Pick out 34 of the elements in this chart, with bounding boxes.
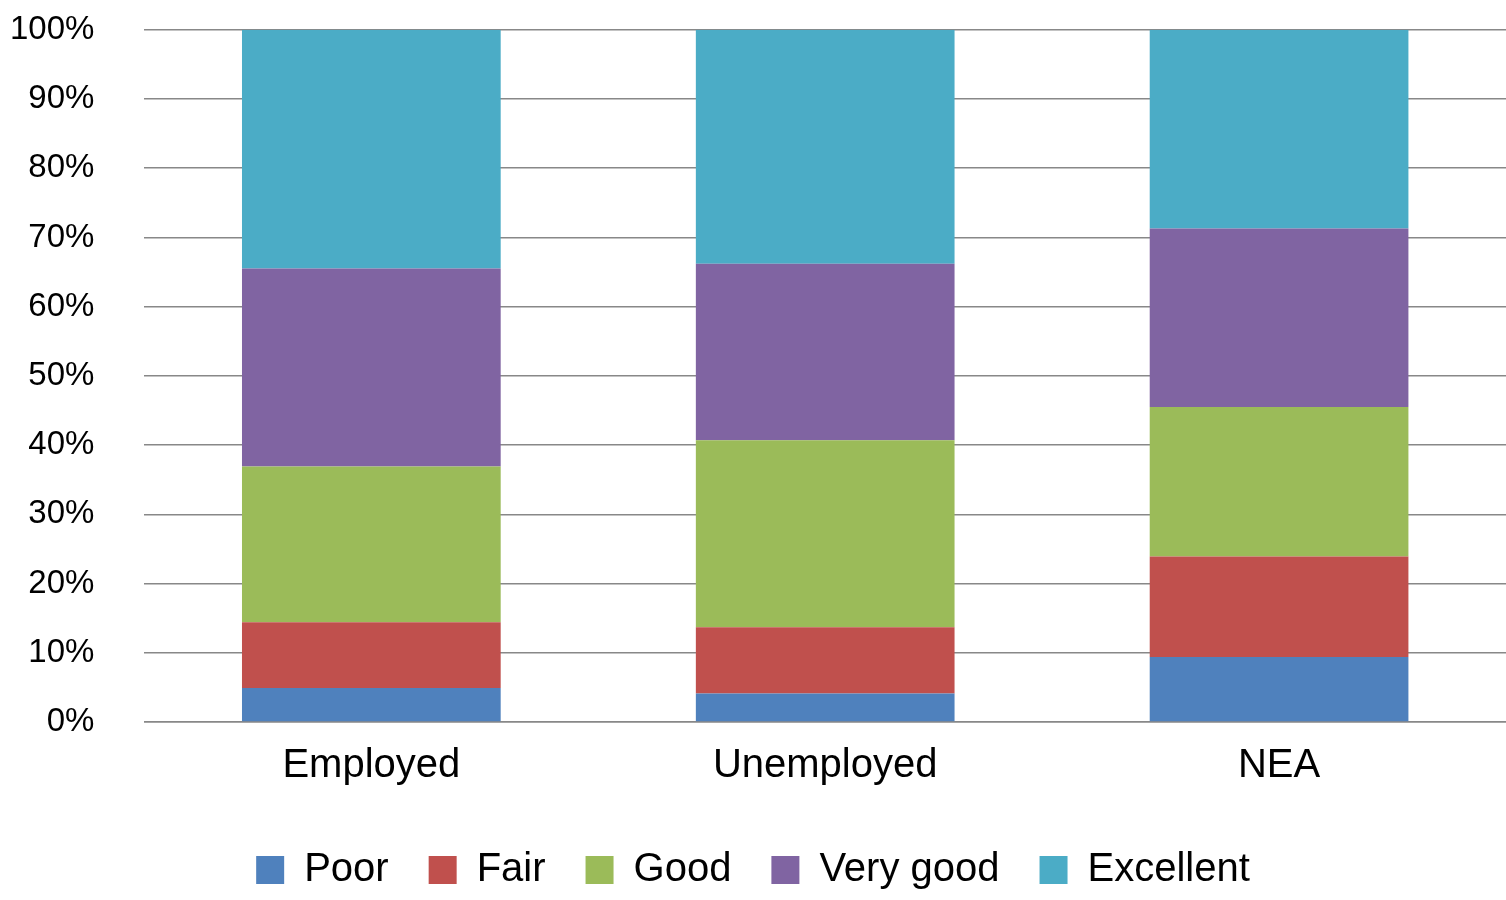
bar — [1149, 228, 1409, 408]
y-tick-label: 10% — [28, 631, 95, 669]
y-tick-label: 80% — [28, 147, 95, 185]
bar — [695, 440, 955, 628]
bar — [241, 29, 501, 269]
y-tick-label: 40% — [28, 424, 95, 462]
bar — [695, 29, 955, 264]
bar — [1149, 556, 1409, 657]
bar — [1149, 407, 1409, 557]
x-tick-label: NEA — [1237, 741, 1321, 786]
bar — [241, 688, 501, 722]
legend-label: Good — [633, 845, 732, 890]
x-tick-label: Unemployed — [712, 741, 938, 786]
legend-label: Very good — [819, 845, 1000, 890]
bar — [241, 268, 501, 467]
y-tick-label: 30% — [28, 493, 95, 531]
bar — [695, 627, 955, 694]
y-tick-label: 20% — [28, 562, 95, 600]
bar — [1149, 656, 1409, 722]
bar — [695, 693, 955, 722]
y-tick-label: 90% — [28, 78, 95, 116]
legend-label: Excellent — [1087, 845, 1250, 890]
y-tick-label: 70% — [28, 216, 95, 254]
bar — [695, 263, 955, 441]
y-tick-label: 50% — [28, 354, 95, 392]
x-tick-label: Employed — [282, 741, 461, 786]
y-tick-label: 100% — [10, 8, 95, 46]
bar — [241, 622, 501, 689]
legend-label: Fair — [476, 845, 546, 890]
y-tick-label: 0% — [46, 701, 95, 739]
bar — [241, 466, 501, 623]
y-tick-label: 60% — [28, 285, 95, 323]
legend-label: Poor — [304, 845, 389, 890]
bar — [1149, 29, 1409, 229]
